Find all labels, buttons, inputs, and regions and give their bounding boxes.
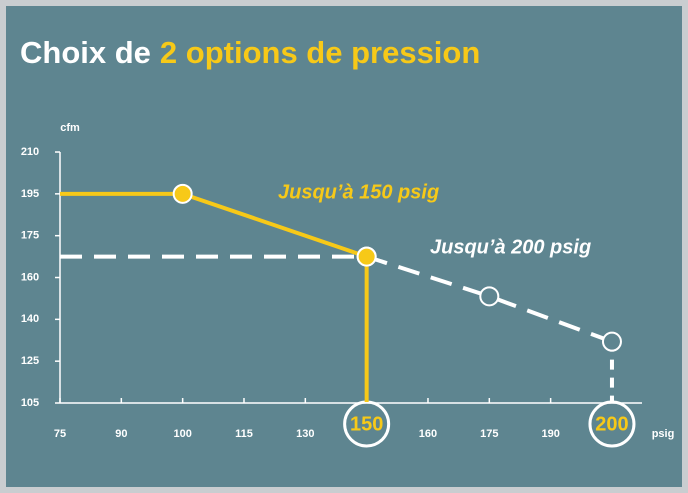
x-tick-label: 75: [54, 428, 66, 440]
y-tick-label: 175: [21, 230, 39, 242]
x-tick-label: 150: [350, 413, 383, 435]
title-main: Choix de: [20, 35, 151, 70]
series-line: [60, 254, 613, 344]
x-tick-label: 100: [173, 428, 191, 440]
x-tick-label: 160: [419, 428, 437, 440]
x-tick-label: 90: [115, 428, 127, 440]
series-label: Jusqu’à 200 psig: [430, 236, 591, 258]
x-tick-label: 115: [235, 428, 253, 440]
y-tick-label: 195: [21, 188, 39, 200]
y-axis-label: cfm: [60, 122, 80, 134]
chart-title: Choix de 2 options de pression: [20, 35, 480, 70]
point: [172, 183, 193, 204]
y-tick-label: 105: [21, 397, 39, 409]
y-tick-label: 125: [21, 355, 39, 367]
x-tick-label: 175: [480, 428, 498, 440]
point: [601, 331, 622, 352]
x-tick-label: 130: [296, 428, 314, 440]
y-tick-label: 210: [21, 146, 39, 158]
x-tick-label: 200: [595, 413, 628, 435]
point: [479, 286, 500, 307]
x-axis-label: psig: [652, 428, 675, 440]
point: [356, 246, 377, 267]
series-label: Jusqu’à 150 psig: [278, 181, 439, 203]
background: [6, 6, 682, 487]
x-tick-label: 190: [541, 428, 559, 440]
title-highlight: 2 options de pression: [160, 35, 480, 70]
y-tick-label: 160: [21, 271, 39, 283]
y-tick-label: 140: [21, 313, 39, 325]
